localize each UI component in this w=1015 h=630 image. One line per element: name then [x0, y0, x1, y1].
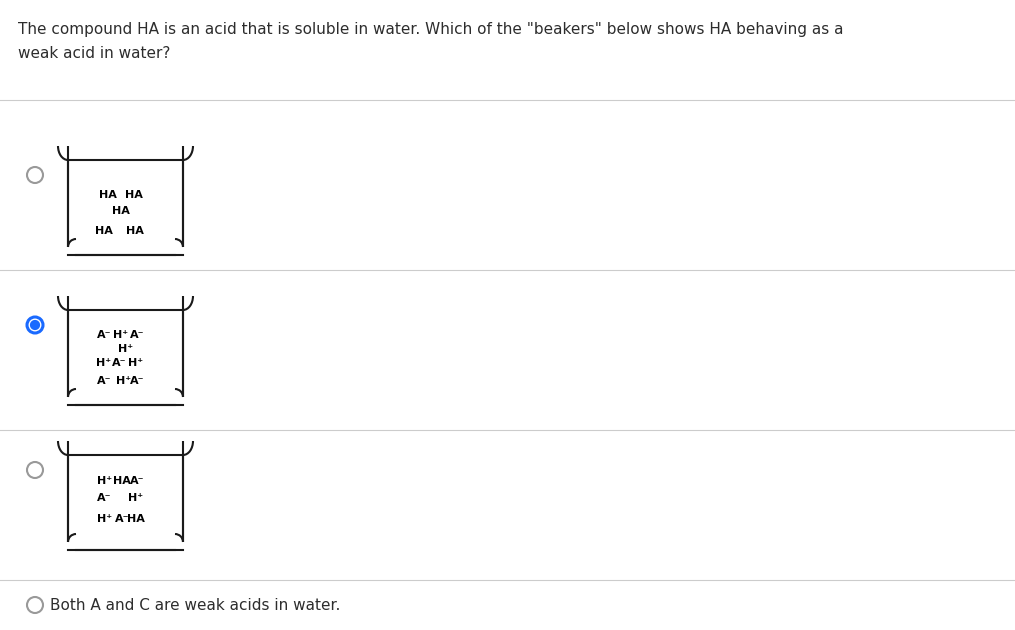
Text: HA: HA	[113, 476, 131, 486]
Text: A⁻: A⁻	[115, 514, 129, 524]
Text: H⁺: H⁺	[114, 331, 128, 340]
Text: A⁻: A⁻	[130, 331, 144, 340]
Text: H⁺: H⁺	[128, 493, 143, 503]
Text: H⁺: H⁺	[95, 358, 111, 369]
Text: HA: HA	[127, 514, 145, 524]
Circle shape	[30, 321, 40, 329]
Text: H⁺: H⁺	[96, 514, 112, 524]
Text: HA: HA	[126, 226, 144, 236]
Text: A⁻: A⁻	[96, 376, 112, 386]
Text: A⁻: A⁻	[96, 331, 112, 340]
Text: HA: HA	[125, 190, 143, 200]
Text: HA: HA	[95, 226, 113, 236]
Text: HA: HA	[112, 207, 130, 216]
Text: A⁻: A⁻	[96, 493, 112, 503]
Text: HA: HA	[98, 190, 117, 200]
Text: The compound HA is an acid that is soluble in water. Which of the "beakers" belo: The compound HA is an acid that is solub…	[18, 22, 843, 37]
Text: A⁻: A⁻	[130, 376, 144, 386]
Text: Both A and C are weak acids in water.: Both A and C are weak acids in water.	[50, 597, 340, 612]
Text: A⁻: A⁻	[112, 358, 127, 369]
Text: H⁺: H⁺	[96, 476, 112, 486]
Text: H⁺: H⁺	[116, 376, 131, 386]
Text: A⁻: A⁻	[130, 476, 144, 486]
Text: H⁺: H⁺	[118, 345, 133, 355]
Text: weak acid in water?: weak acid in water?	[18, 46, 171, 61]
Text: H⁺: H⁺	[128, 358, 143, 369]
